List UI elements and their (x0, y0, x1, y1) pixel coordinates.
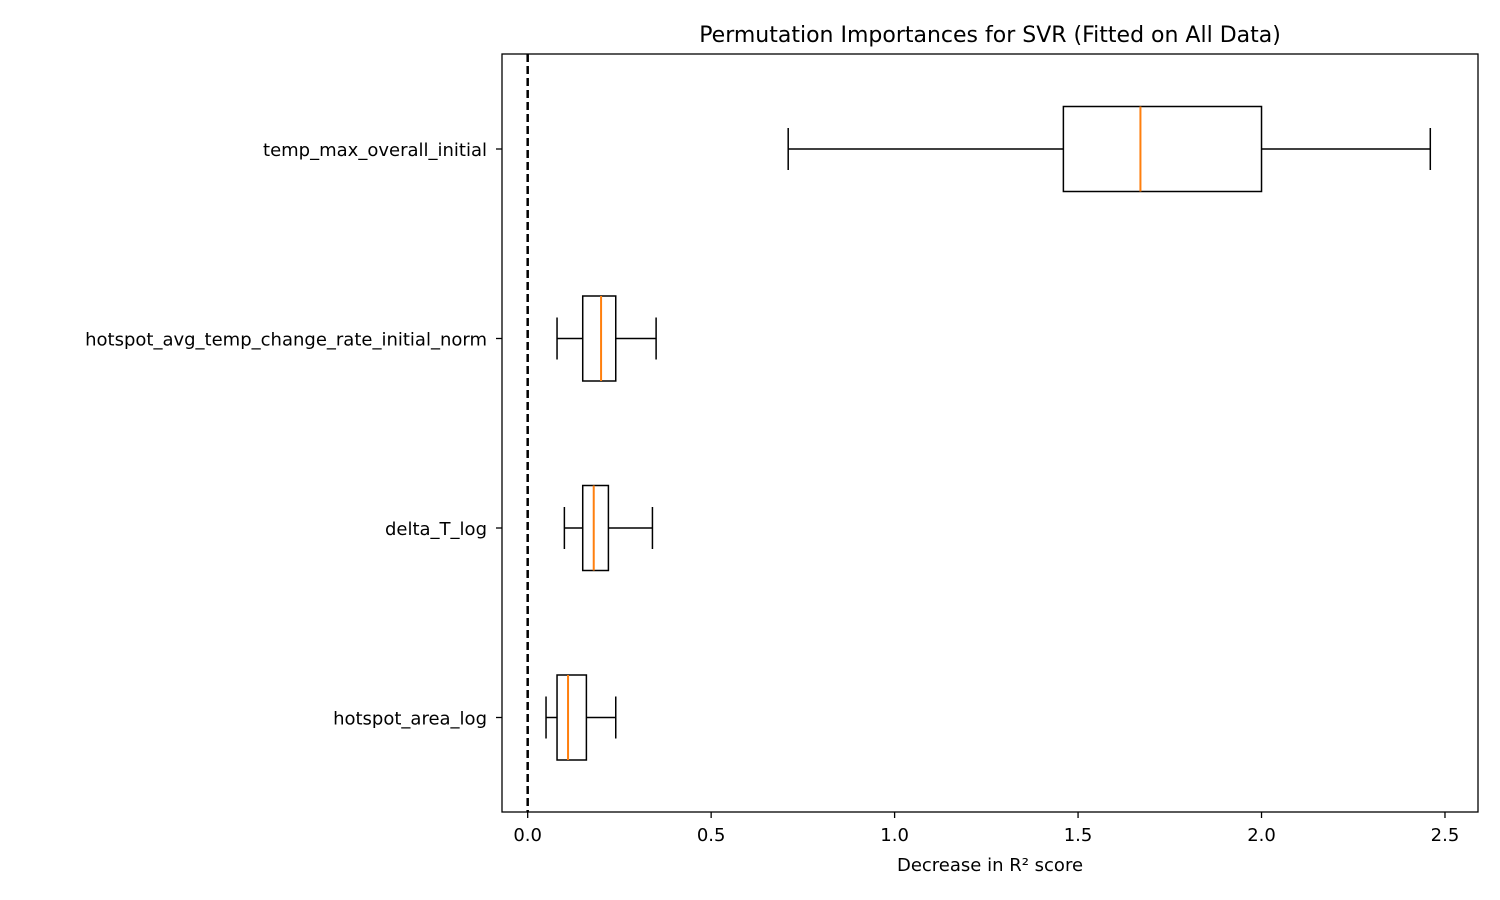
x-tick-label: 0.5 (697, 825, 726, 846)
x-tick-label: 1.5 (1064, 825, 1093, 846)
x-tick-label: 1.0 (880, 825, 909, 846)
box-iqr (581, 484, 610, 572)
x-tick-label: 2.5 (1431, 825, 1460, 846)
x-axis-label: Decrease in R² score (897, 855, 1083, 876)
x-tick-label: 0.0 (513, 825, 542, 846)
chart-title: Permutation Importances for SVR (Fitted … (699, 23, 1281, 48)
box-iqr (556, 674, 588, 761)
box-iqr (1062, 105, 1263, 193)
y-tick-label: delta_T_log (385, 519, 487, 540)
axes-frame (501, 53, 1479, 813)
plot-area: 0.0 0.5 1.0 1.5 2.0 2.5 temp_max_overall_initi… (85, 54, 1459, 846)
y-tick-label: temp_max_overall_initial (263, 140, 487, 161)
y-tick-label: hotspot_avg_temp_change_rate_initial_nor… (85, 330, 487, 351)
x-tick-label: 2.0 (1247, 825, 1276, 846)
box-iqr (581, 295, 617, 382)
y-tick-label: hotspot_area_log (333, 709, 487, 730)
